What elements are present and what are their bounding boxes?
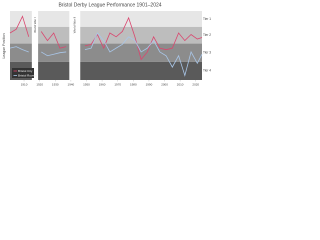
series-line: [9, 15, 30, 37]
legend-label: Bristol Rovers: [18, 73, 37, 77]
x-tick-label: 1920: [36, 82, 43, 86]
tier-label: Tier 4: [203, 69, 211, 73]
x-tick-label: 1910: [21, 82, 28, 86]
series-line: [9, 46, 29, 53]
series-line: [40, 31, 67, 49]
legend-box: [12, 68, 34, 78]
chart-title: Bristol Derby League Performance 1901–20…: [58, 2, 161, 8]
x-tick-label: 1940: [68, 82, 75, 86]
x-tick-label: 1960: [99, 82, 106, 86]
war-label: World War II: [73, 17, 77, 34]
x-tick-label: 1970: [114, 82, 121, 86]
war-gap: [31, 11, 39, 80]
series-line: [41, 51, 67, 57]
x-tick-label: 1980: [130, 82, 137, 86]
tier-band: [10, 43, 202, 62]
tier-band: [10, 61, 202, 80]
x-tick-label: 2010: [177, 82, 184, 86]
y-axis-label: League Position: [2, 33, 6, 58]
war-label: World War I: [33, 17, 37, 33]
legend-label: Bristol City: [18, 69, 33, 73]
tier-band: [10, 26, 202, 44]
x-tick-label: 1930: [52, 82, 59, 86]
chart: Bristol Derby League Performance 1901–20…: [2, 2, 211, 86]
tier-label: Tier 3: [203, 51, 211, 55]
tier-band: [10, 11, 202, 27]
tier-label: Tier 2: [203, 33, 211, 37]
tier-label: Tier 1: [203, 17, 211, 21]
x-tick-label: 1990: [146, 82, 153, 86]
x-tick-label: 1950: [83, 82, 90, 86]
x-tick-label: 2020: [192, 82, 199, 86]
series-line: [84, 32, 203, 77]
series-line: [84, 16, 203, 61]
war-gap: [69, 11, 81, 80]
x-tick-label: 2000: [161, 82, 168, 86]
